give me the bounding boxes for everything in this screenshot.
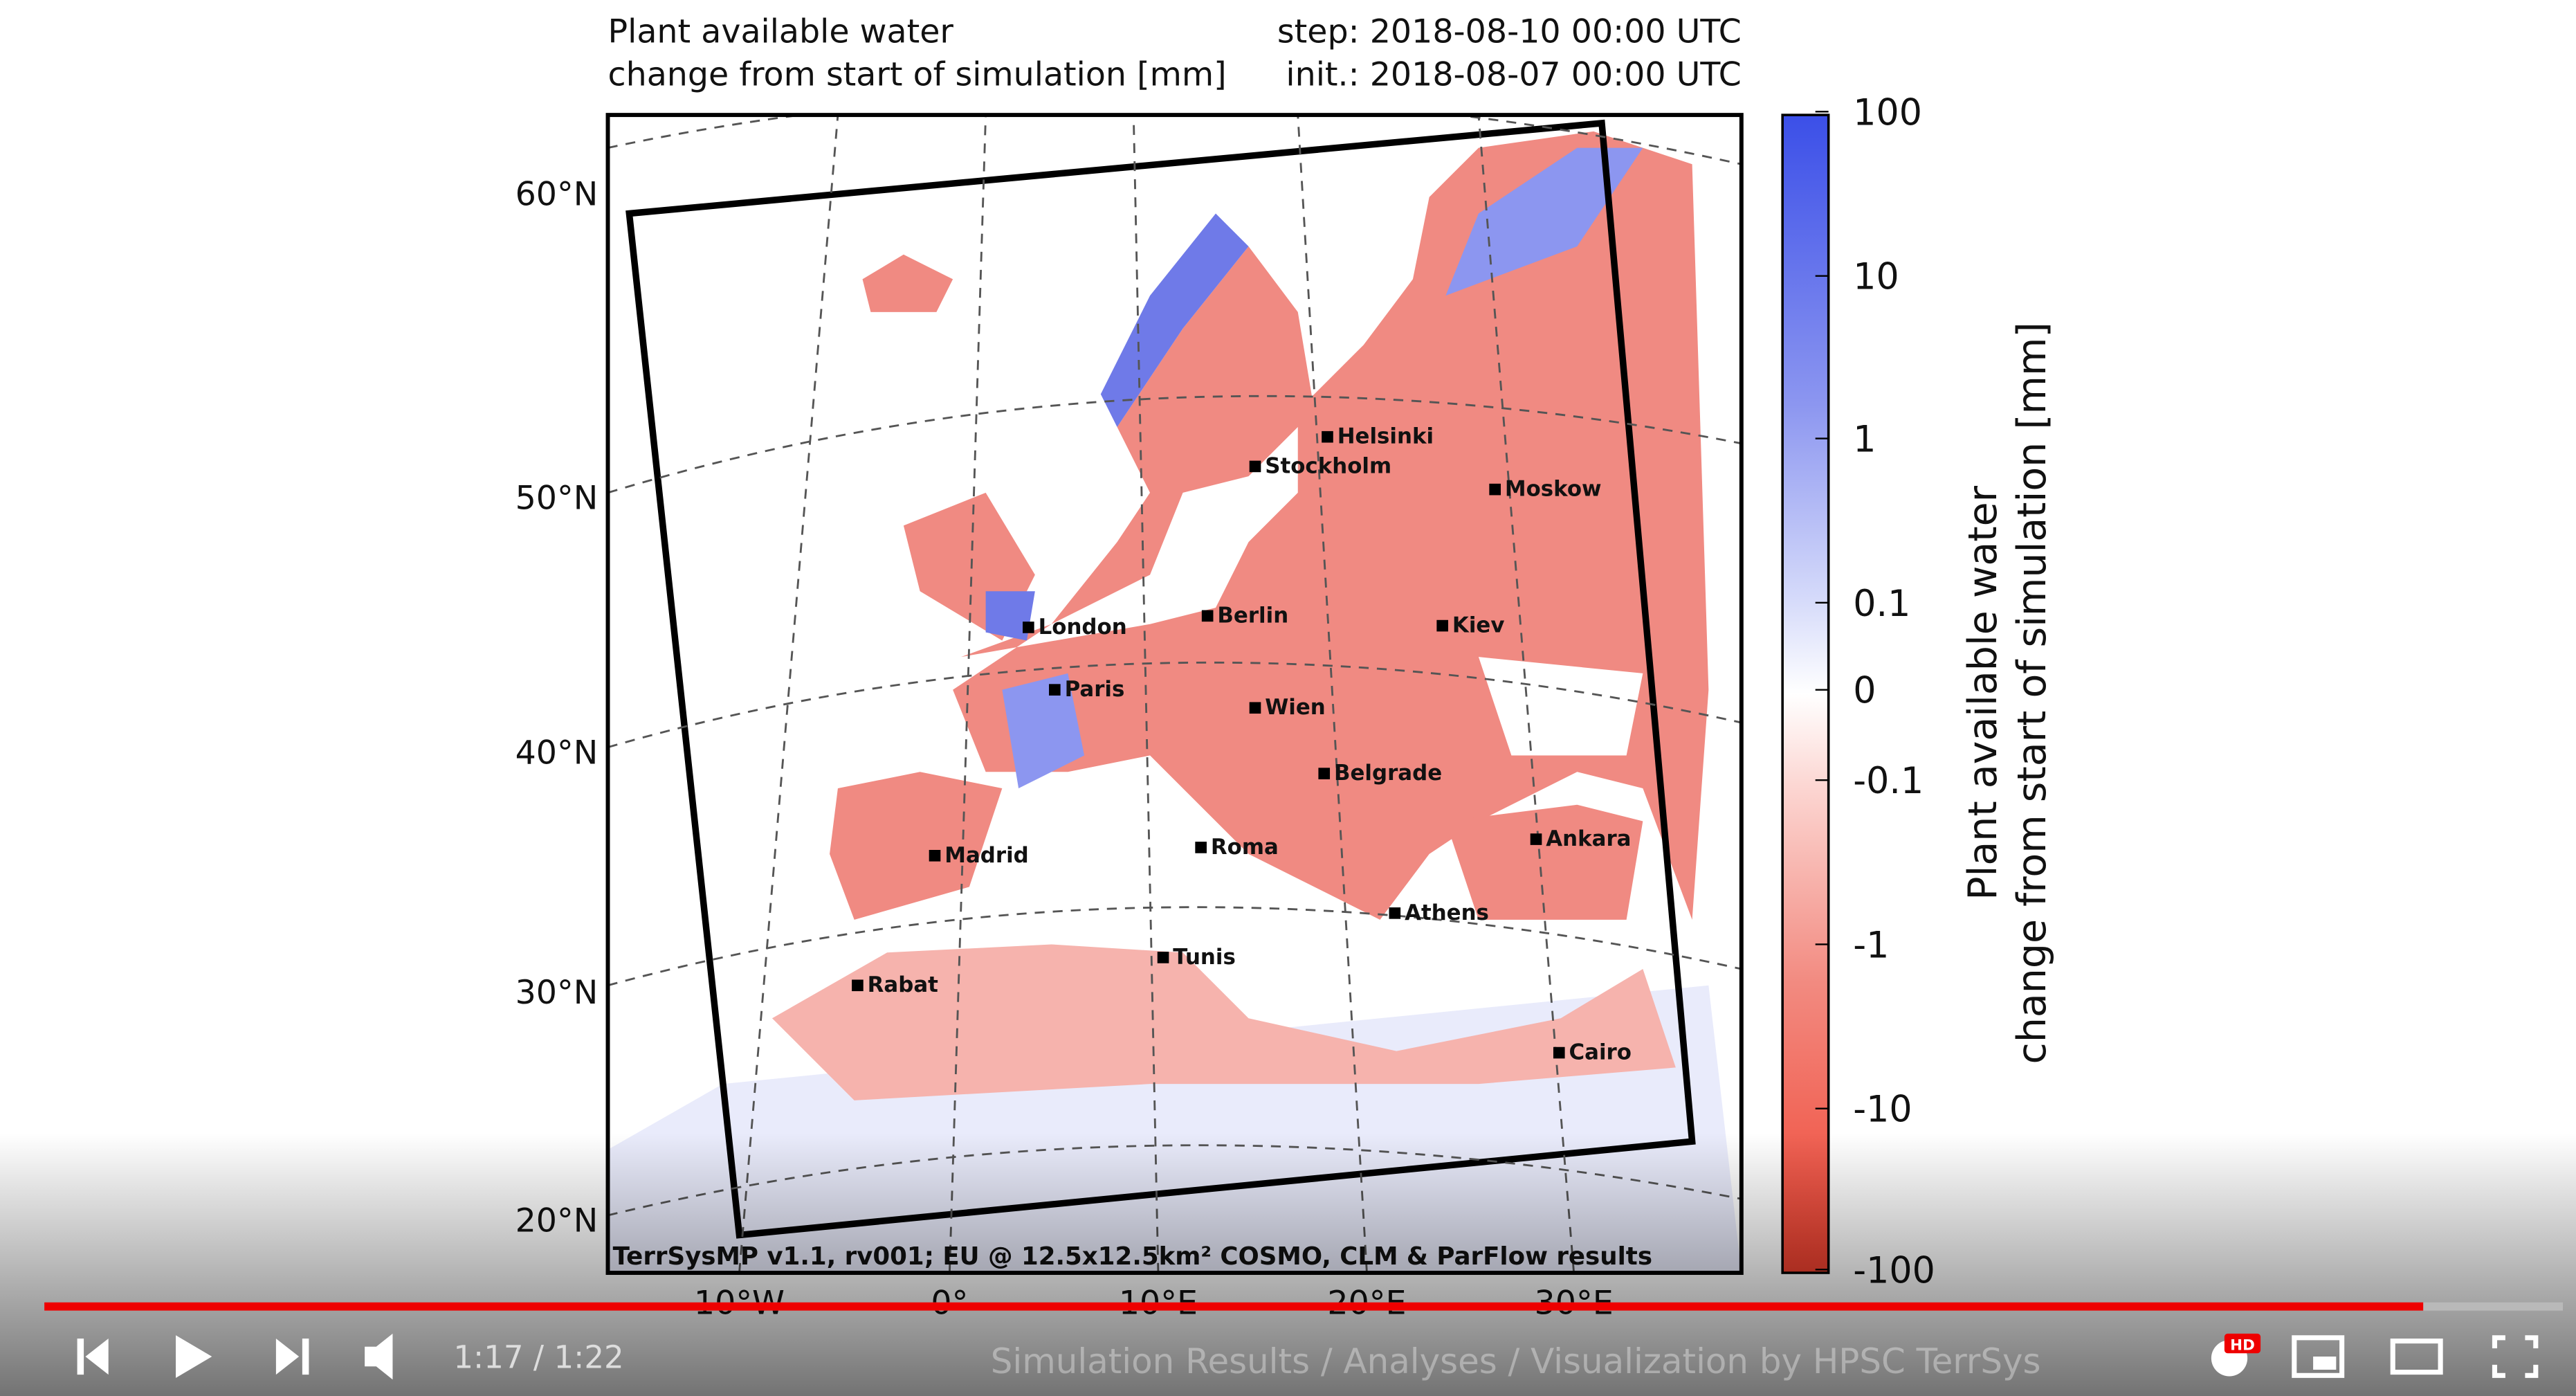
title-right: step: 2018-08-10 00:00 UTC	[1277, 13, 1742, 51]
theater-button[interactable]	[2390, 1338, 2443, 1375]
overlay-text: Simulation Results / Analyses / Visualiz…	[991, 1341, 2041, 1381]
russia-wet	[1445, 147, 1643, 296]
city-label: Stockholm	[1265, 453, 1391, 478]
city-marker	[1389, 907, 1401, 919]
city-label: Helsinki	[1337, 424, 1434, 449]
city-label: Berlin	[1217, 603, 1288, 628]
progress-played[interactable]	[44, 1302, 2424, 1311]
time-display: 1:17 / 1:22	[453, 1339, 623, 1376]
colorbar	[1781, 114, 1830, 1274]
city-label: London	[1039, 615, 1127, 640]
city-marker	[1553, 1046, 1565, 1059]
city-marker	[929, 849, 941, 862]
hd-badge-bg	[2224, 1333, 2261, 1354]
map	[608, 115, 1742, 1273]
city-marker	[1322, 430, 1333, 443]
city-label: Roma	[1211, 835, 1279, 860]
colorbar-tick-label: 10	[1853, 257, 1899, 298]
colorbar-tick-label: -10	[1853, 1089, 1912, 1131]
graticule	[1297, 115, 1368, 1273]
city-marker	[1023, 622, 1034, 633]
city-label: Cairo	[1569, 1040, 1632, 1065]
colorbar-tick-label: -0.1	[1853, 761, 1924, 802]
volume-button[interactable]	[365, 1333, 393, 1380]
previous-button[interactable]	[77, 1338, 109, 1375]
lat-label: 60°N	[515, 176, 599, 214]
lat-label: 40°N	[515, 734, 599, 772]
britain-wet	[985, 591, 1035, 641]
graticule	[608, 661, 1742, 749]
city-label: Ankara	[1546, 826, 1631, 851]
colorbar-tick-label: -1	[1853, 925, 1889, 966]
graticule	[948, 115, 987, 1273]
anatolia	[1445, 804, 1643, 920]
city-marker	[1318, 768, 1331, 779]
graticule	[738, 115, 839, 1273]
graticule	[1477, 115, 1575, 1273]
north-africa	[771, 944, 1676, 1100]
colorbar-label: change from start of simulation [mm]	[2009, 322, 2055, 1064]
graticule	[1132, 115, 1160, 1273]
city-marker	[1049, 684, 1061, 696]
city-marker	[1201, 610, 1214, 622]
city-marker	[1157, 952, 1169, 963]
hd-badge: HD	[2230, 1337, 2255, 1354]
colorbar-tick-label: 0.1	[1853, 583, 1910, 625]
city-marker	[1249, 460, 1261, 473]
colorbar-tick-label: 0	[1853, 671, 1876, 712]
city-marker	[1249, 702, 1261, 714]
city-label: Madrid	[944, 843, 1028, 868]
city-label: Belgrade	[1334, 761, 1442, 786]
player-shade	[0, 1133, 2576, 1396]
city-label: Tunis	[1173, 945, 1236, 970]
france-wet	[1002, 673, 1085, 789]
title-left: change from start of simulation [mm]	[608, 55, 1227, 93]
city-marker	[1489, 483, 1501, 496]
city-marker	[1195, 842, 1207, 853]
title-right: init.: 2018-08-07 00:00 UTC	[1286, 55, 1741, 93]
city-marker	[1436, 619, 1449, 632]
iberia	[830, 772, 1003, 920]
graticule	[608, 115, 1742, 165]
black-sea	[1478, 657, 1643, 756]
city-marker	[852, 979, 864, 992]
fullscreen-button[interactable]	[2492, 1335, 2539, 1378]
scandinavia-wet	[1100, 213, 1249, 427]
city-label: Rabat	[868, 972, 938, 997]
city-label: Kiev	[1452, 613, 1505, 638]
lat-label: 30°N	[515, 974, 599, 1012]
colorbar-tick-label: 100	[1853, 92, 1922, 134]
colorbar-tick-label: 1	[1853, 419, 1876, 461]
graticule	[608, 395, 1742, 494]
city-label: Paris	[1065, 677, 1125, 702]
city-label: Athens	[1405, 900, 1489, 925]
city-label: Wien	[1265, 695, 1326, 720]
next-button[interactable]	[275, 1338, 309, 1375]
colorbar-label: Plant available water	[1960, 485, 2006, 900]
city-label: Moskow	[1505, 477, 1602, 502]
lat-label: 50°N	[515, 480, 599, 518]
title-left: Plant available water	[608, 13, 954, 51]
controls	[77, 1333, 2539, 1380]
iceland	[862, 254, 953, 312]
miniplayer-button[interactable]	[2292, 1335, 2345, 1378]
city-marker	[1530, 833, 1542, 845]
play-button[interactable]	[176, 1335, 212, 1378]
graticule	[608, 906, 1742, 987]
